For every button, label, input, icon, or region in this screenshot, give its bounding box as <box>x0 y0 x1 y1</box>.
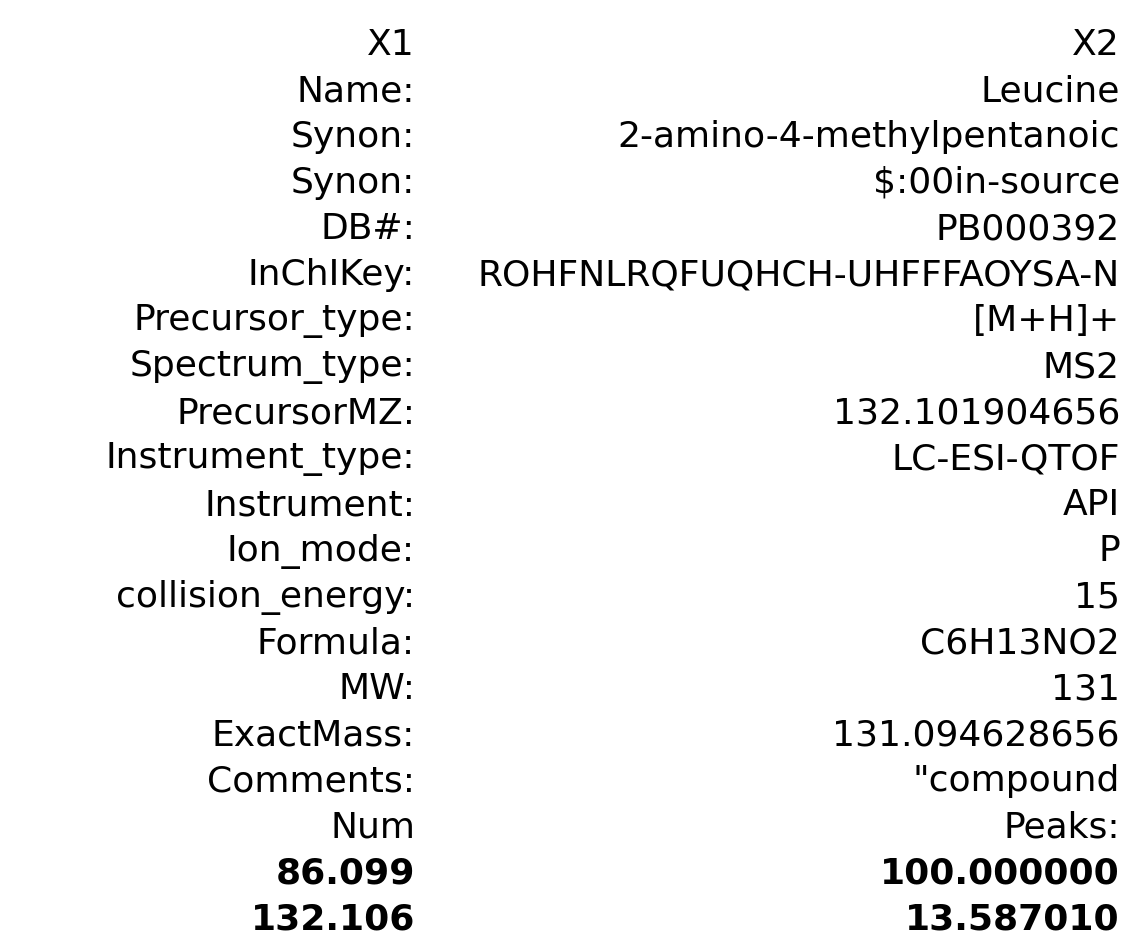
Text: [M+H]+: [M+H]+ <box>973 304 1121 338</box>
Text: 100.000000: 100.000000 <box>880 856 1121 890</box>
Text: API: API <box>1063 488 1121 522</box>
Text: 131.094628656: 131.094628656 <box>833 718 1121 752</box>
Text: MS2: MS2 <box>1043 350 1121 384</box>
Text: Name:: Name: <box>297 74 415 108</box>
Text: Formula:: Formula: <box>257 626 415 660</box>
Text: Peaks:: Peaks: <box>1004 810 1121 844</box>
Text: Instrument:: Instrument: <box>204 488 415 522</box>
Text: ROHFNLRQFUQHCH-UHFFFAOYSA-N: ROHFNLRQFUQHCH-UHFFFAOYSA-N <box>478 258 1121 292</box>
Text: LC-ESI-QTOF: LC-ESI-QTOF <box>892 442 1121 476</box>
Text: DB#:: DB#: <box>321 212 415 246</box>
Text: PrecursorMZ:: PrecursorMZ: <box>176 396 415 430</box>
Text: 2-amino-4-methylpentanoic: 2-amino-4-methylpentanoic <box>617 120 1121 154</box>
Text: ExactMass:: ExactMass: <box>212 718 415 752</box>
Text: Spectrum_type:: Spectrum_type: <box>129 350 415 384</box>
Text: 131: 131 <box>1051 672 1121 706</box>
Text: PB000392: PB000392 <box>936 212 1121 246</box>
Text: 132.106: 132.106 <box>250 902 415 936</box>
Text: 13.587010: 13.587010 <box>905 902 1121 936</box>
Text: $:00in-source: $:00in-source <box>872 166 1121 200</box>
Text: 15: 15 <box>1074 580 1121 614</box>
Text: Synon:: Synon: <box>291 166 415 200</box>
Text: InChIKey:: InChIKey: <box>248 258 415 292</box>
Text: P: P <box>1098 534 1121 568</box>
Text: Synon:: Synon: <box>291 120 415 154</box>
Text: Num: Num <box>330 810 415 844</box>
Text: 132.101904656: 132.101904656 <box>833 396 1121 430</box>
Text: X1: X1 <box>367 28 415 62</box>
Text: Comments:: Comments: <box>207 764 415 798</box>
Text: Ion_mode:: Ion_mode: <box>227 534 415 569</box>
Text: "compound: "compound <box>912 764 1121 798</box>
Text: C6H13NO2: C6H13NO2 <box>920 626 1121 660</box>
Text: Instrument_type:: Instrument_type: <box>105 442 415 476</box>
Text: X2: X2 <box>1072 28 1121 62</box>
Text: 86.099: 86.099 <box>275 856 415 890</box>
Text: Precursor_type:: Precursor_type: <box>134 304 415 338</box>
Text: Leucine: Leucine <box>981 74 1121 108</box>
Text: MW:: MW: <box>338 672 415 706</box>
Text: collision_energy:: collision_energy: <box>116 580 415 615</box>
